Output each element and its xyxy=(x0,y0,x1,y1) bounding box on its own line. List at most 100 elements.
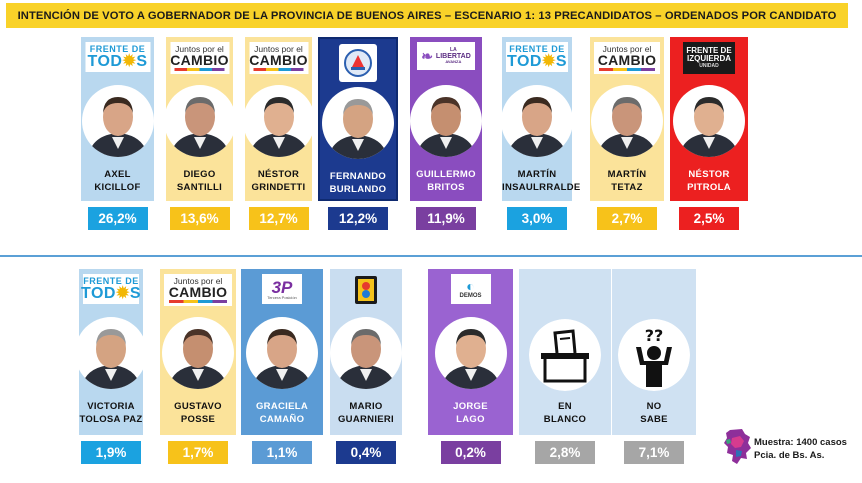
logo-text-line1: FRENTE DE xyxy=(89,43,146,54)
candidate-card: FRENTE DE TOD✹S VICTORIA TOLOSA PAZ xyxy=(75,269,147,435)
chart-title: INTENCIÓN DE VOTO A GOBERNADOR DE LA PRO… xyxy=(6,3,848,28)
candidate-card: FERNANDO BURLANDO xyxy=(318,37,398,201)
candidate-name: MARTÍN TETAZ xyxy=(590,168,664,194)
candidate-name: AXEL KICILLOF xyxy=(81,168,154,194)
candidate-photo xyxy=(591,85,663,157)
frente-de-todos-logo: FRENTE DE TOD✹S xyxy=(80,274,141,304)
candidate-name: VICTORIA TOLOSA PAZ xyxy=(79,400,143,426)
candidate-photo xyxy=(242,85,315,157)
candidate-card: Juntos por el CAMBIO MARTÍN TETAZ xyxy=(590,37,664,201)
candidate-first-name: GUILLERMO xyxy=(416,169,476,180)
candidate-last-name: LAGO xyxy=(456,414,485,425)
candidate-name: GUILLERMO BRITOS xyxy=(410,168,482,194)
candidate-first-name: MARTÍN xyxy=(517,169,557,180)
dove-icon: ❧ xyxy=(421,48,433,64)
logo-text-line2: TOD✹S xyxy=(87,52,148,70)
candidate-last-name: KICILLOF xyxy=(94,182,141,193)
candidate-name: MARIO GUARNIERI xyxy=(330,400,402,426)
logo-text-part: S xyxy=(136,52,148,70)
percentage-label: 1,7% xyxy=(168,441,228,464)
percentage-label: 3,0% xyxy=(507,207,567,230)
candidate-card: Juntos por el CAMBIO DIEGO SANTILLI xyxy=(163,37,236,201)
juntos-por-el-cambio-logo: Juntos por el CAMBIO xyxy=(170,42,229,74)
candidate-photo xyxy=(330,317,402,389)
demos-logo: ◐ DEMOS xyxy=(450,274,491,304)
candidate-first-name: NÉSTOR xyxy=(257,169,300,180)
logo-text: DEMOS xyxy=(459,293,482,299)
emblem-icon xyxy=(344,49,372,77)
candidate-first-name: MARTÍN xyxy=(607,169,647,180)
candidate-first-name: DIEGO xyxy=(183,169,216,180)
candidate-card: 3P Tercera Posición GRACIELA CAMAÑO xyxy=(241,269,323,435)
candidate-first-name: NO xyxy=(646,401,662,412)
percentage-label: 2,7% xyxy=(597,207,657,230)
juntos-por-el-cambio-logo: Juntos por el CAMBIO xyxy=(249,42,308,74)
candidate-name: NÉSTOR GRINDETTI xyxy=(245,168,312,194)
candidate-photo xyxy=(162,317,234,389)
candidate-last-name: SABE xyxy=(640,414,668,425)
candidate-card: FRENTE DE TOD✹S AXEL KICILLOF xyxy=(81,37,154,201)
logo-text: LA LIBERTAD AVANZA xyxy=(436,48,471,64)
candidate-last-name: CAMAÑO xyxy=(259,414,305,425)
candidate-name: DIEGO SANTILLI xyxy=(166,168,233,194)
logo-text-line2: LIBERTAD xyxy=(435,53,471,60)
candidate-last-name: INSAULRRALDE xyxy=(502,182,581,193)
sun-icon: ✹ xyxy=(541,52,556,70)
candidate-card: ❧ LA LIBERTAD AVANZA GUILLERMO BRITOS xyxy=(410,37,482,201)
candidate-photo xyxy=(501,85,573,157)
logo-text-line2: TOD✹S xyxy=(506,52,567,70)
logo-color-stripe xyxy=(598,68,656,72)
candidate-photo xyxy=(673,85,745,157)
percentage-label: 11,9% xyxy=(416,207,476,230)
candidate-first-name: GUSTAVO xyxy=(174,401,222,412)
sun-icon: ✹ xyxy=(122,52,137,70)
candidate-last-name: TOLOSA PAZ xyxy=(79,414,143,425)
candidate-name: GRACIELA CAMAÑO xyxy=(241,400,323,426)
sample-note: Muestra: 1400 casos Pcia. de Bs. As. xyxy=(722,428,847,471)
percentage-label: 1,9% xyxy=(81,441,141,464)
frente-de-todos-logo: FRENTE DE TOD✹S xyxy=(506,42,568,72)
logo-text-line1: Juntos por el xyxy=(175,43,224,54)
frente-de-todos-logo: FRENTE DE TOD✹S xyxy=(85,42,150,72)
logo-text-line1: Juntos por el xyxy=(602,43,652,54)
candidate-first-name: EN xyxy=(558,401,572,412)
party-emblem-logo xyxy=(339,44,377,82)
shield-icon xyxy=(355,276,377,304)
candidate-photo xyxy=(322,87,394,159)
candidate-first-name: MARIO xyxy=(349,401,383,412)
row-divider xyxy=(0,255,862,257)
candidate-first-name: AXEL xyxy=(104,169,131,180)
percentage-label: 2,5% xyxy=(679,207,739,230)
buenos-aires-map-icon xyxy=(724,429,751,464)
candidate-card: FRENTE DE TOD✹S MARTÍN INSAULRRALDE xyxy=(501,37,581,201)
candidate-name: GUSTAVO POSSE xyxy=(160,400,236,426)
frente-de-izquierda-logo: FRENTE DE IZQUIERDA UNIDAD xyxy=(683,42,735,74)
candidate-first-name: NÉSTOR xyxy=(688,169,730,180)
candidate-name: FERNANDO BURLANDO xyxy=(320,170,396,196)
logo-text-line2: TOD✹S xyxy=(80,284,141,302)
candidate-photo xyxy=(434,317,507,389)
percentage-label: 12,2% xyxy=(328,207,388,230)
percentage-label: 26,2% xyxy=(87,207,148,230)
globe-icon: ◐ xyxy=(466,278,475,294)
candidate-last-name: BURLANDO xyxy=(329,184,387,195)
logo-text-line2: CAMBIO xyxy=(170,52,229,69)
logo-text-line3: AVANZA xyxy=(445,59,462,64)
tercera-posicion-logo: 3P Tercera Posición xyxy=(262,274,302,304)
svg-text:??: ?? xyxy=(645,326,664,345)
party-shield-logo xyxy=(353,274,379,306)
juntos-por-el-cambio-logo: Juntos por el CAMBIO xyxy=(594,42,660,74)
candidate-card: EN BLANCO xyxy=(519,269,611,435)
candidate-photo xyxy=(410,85,482,157)
percentage-label: 13,6% xyxy=(169,207,230,230)
logo-text-part: TOD xyxy=(506,52,542,70)
sample-size-text: Muestra: 1400 casos xyxy=(754,437,847,448)
sun-icon: ✹ xyxy=(115,284,130,302)
percentage-label: 1,1% xyxy=(252,441,312,464)
candidate-card: FRENTE DE IZQUIERDA UNIDAD NÉSTOR PITROLA xyxy=(670,37,748,201)
candidate-name: NÉSTOR PITROLA xyxy=(670,168,748,194)
logo-text-part: TOD xyxy=(80,284,116,302)
candidate-first-name: FERNANDO xyxy=(329,171,387,182)
confused-person-icon: ?? xyxy=(618,319,690,391)
logo-text-line2: CAMBIO xyxy=(597,52,657,69)
